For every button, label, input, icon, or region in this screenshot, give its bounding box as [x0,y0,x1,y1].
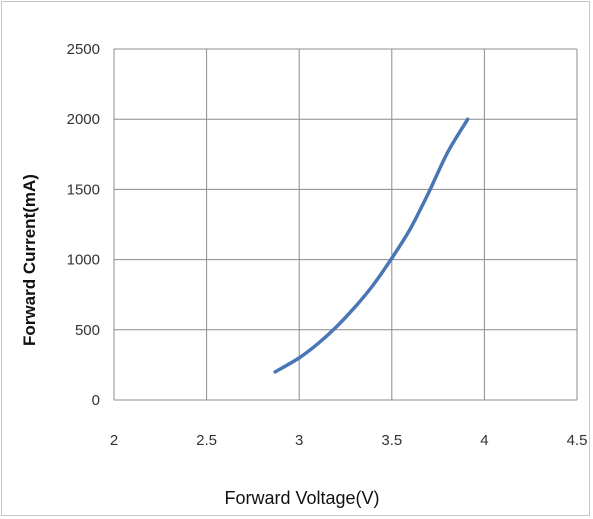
y-tick-label: 2000 [67,111,100,128]
y-tick-label: 1500 [67,181,100,198]
y-tick-labels: 0 500 1000 1500 2000 2500 [67,41,100,409]
y-tick-label: 0 [92,392,100,409]
y-tick-label: 1000 [67,252,100,269]
iv-curve-line [273,117,470,374]
x-tick-label: 4 [480,432,488,449]
series-layer [273,117,470,374]
y-tick-label: 500 [75,322,100,339]
x-tick-label: 3.5 [381,432,402,449]
x-tick-label: 4.5 [567,432,588,449]
x-tick-label: 2.5 [196,432,217,449]
y-tick-label: 2500 [67,41,100,58]
y-axis-label: Forward Current(mA) [20,174,39,346]
grid [113,48,578,401]
x-tick-label: 2 [110,432,118,449]
x-tick-labels: 2 2.5 3 3.5 4 4.5 [110,432,588,449]
x-axis-label: Forward Voltage(V) [224,488,379,508]
x-tick-label: 3 [295,432,303,449]
